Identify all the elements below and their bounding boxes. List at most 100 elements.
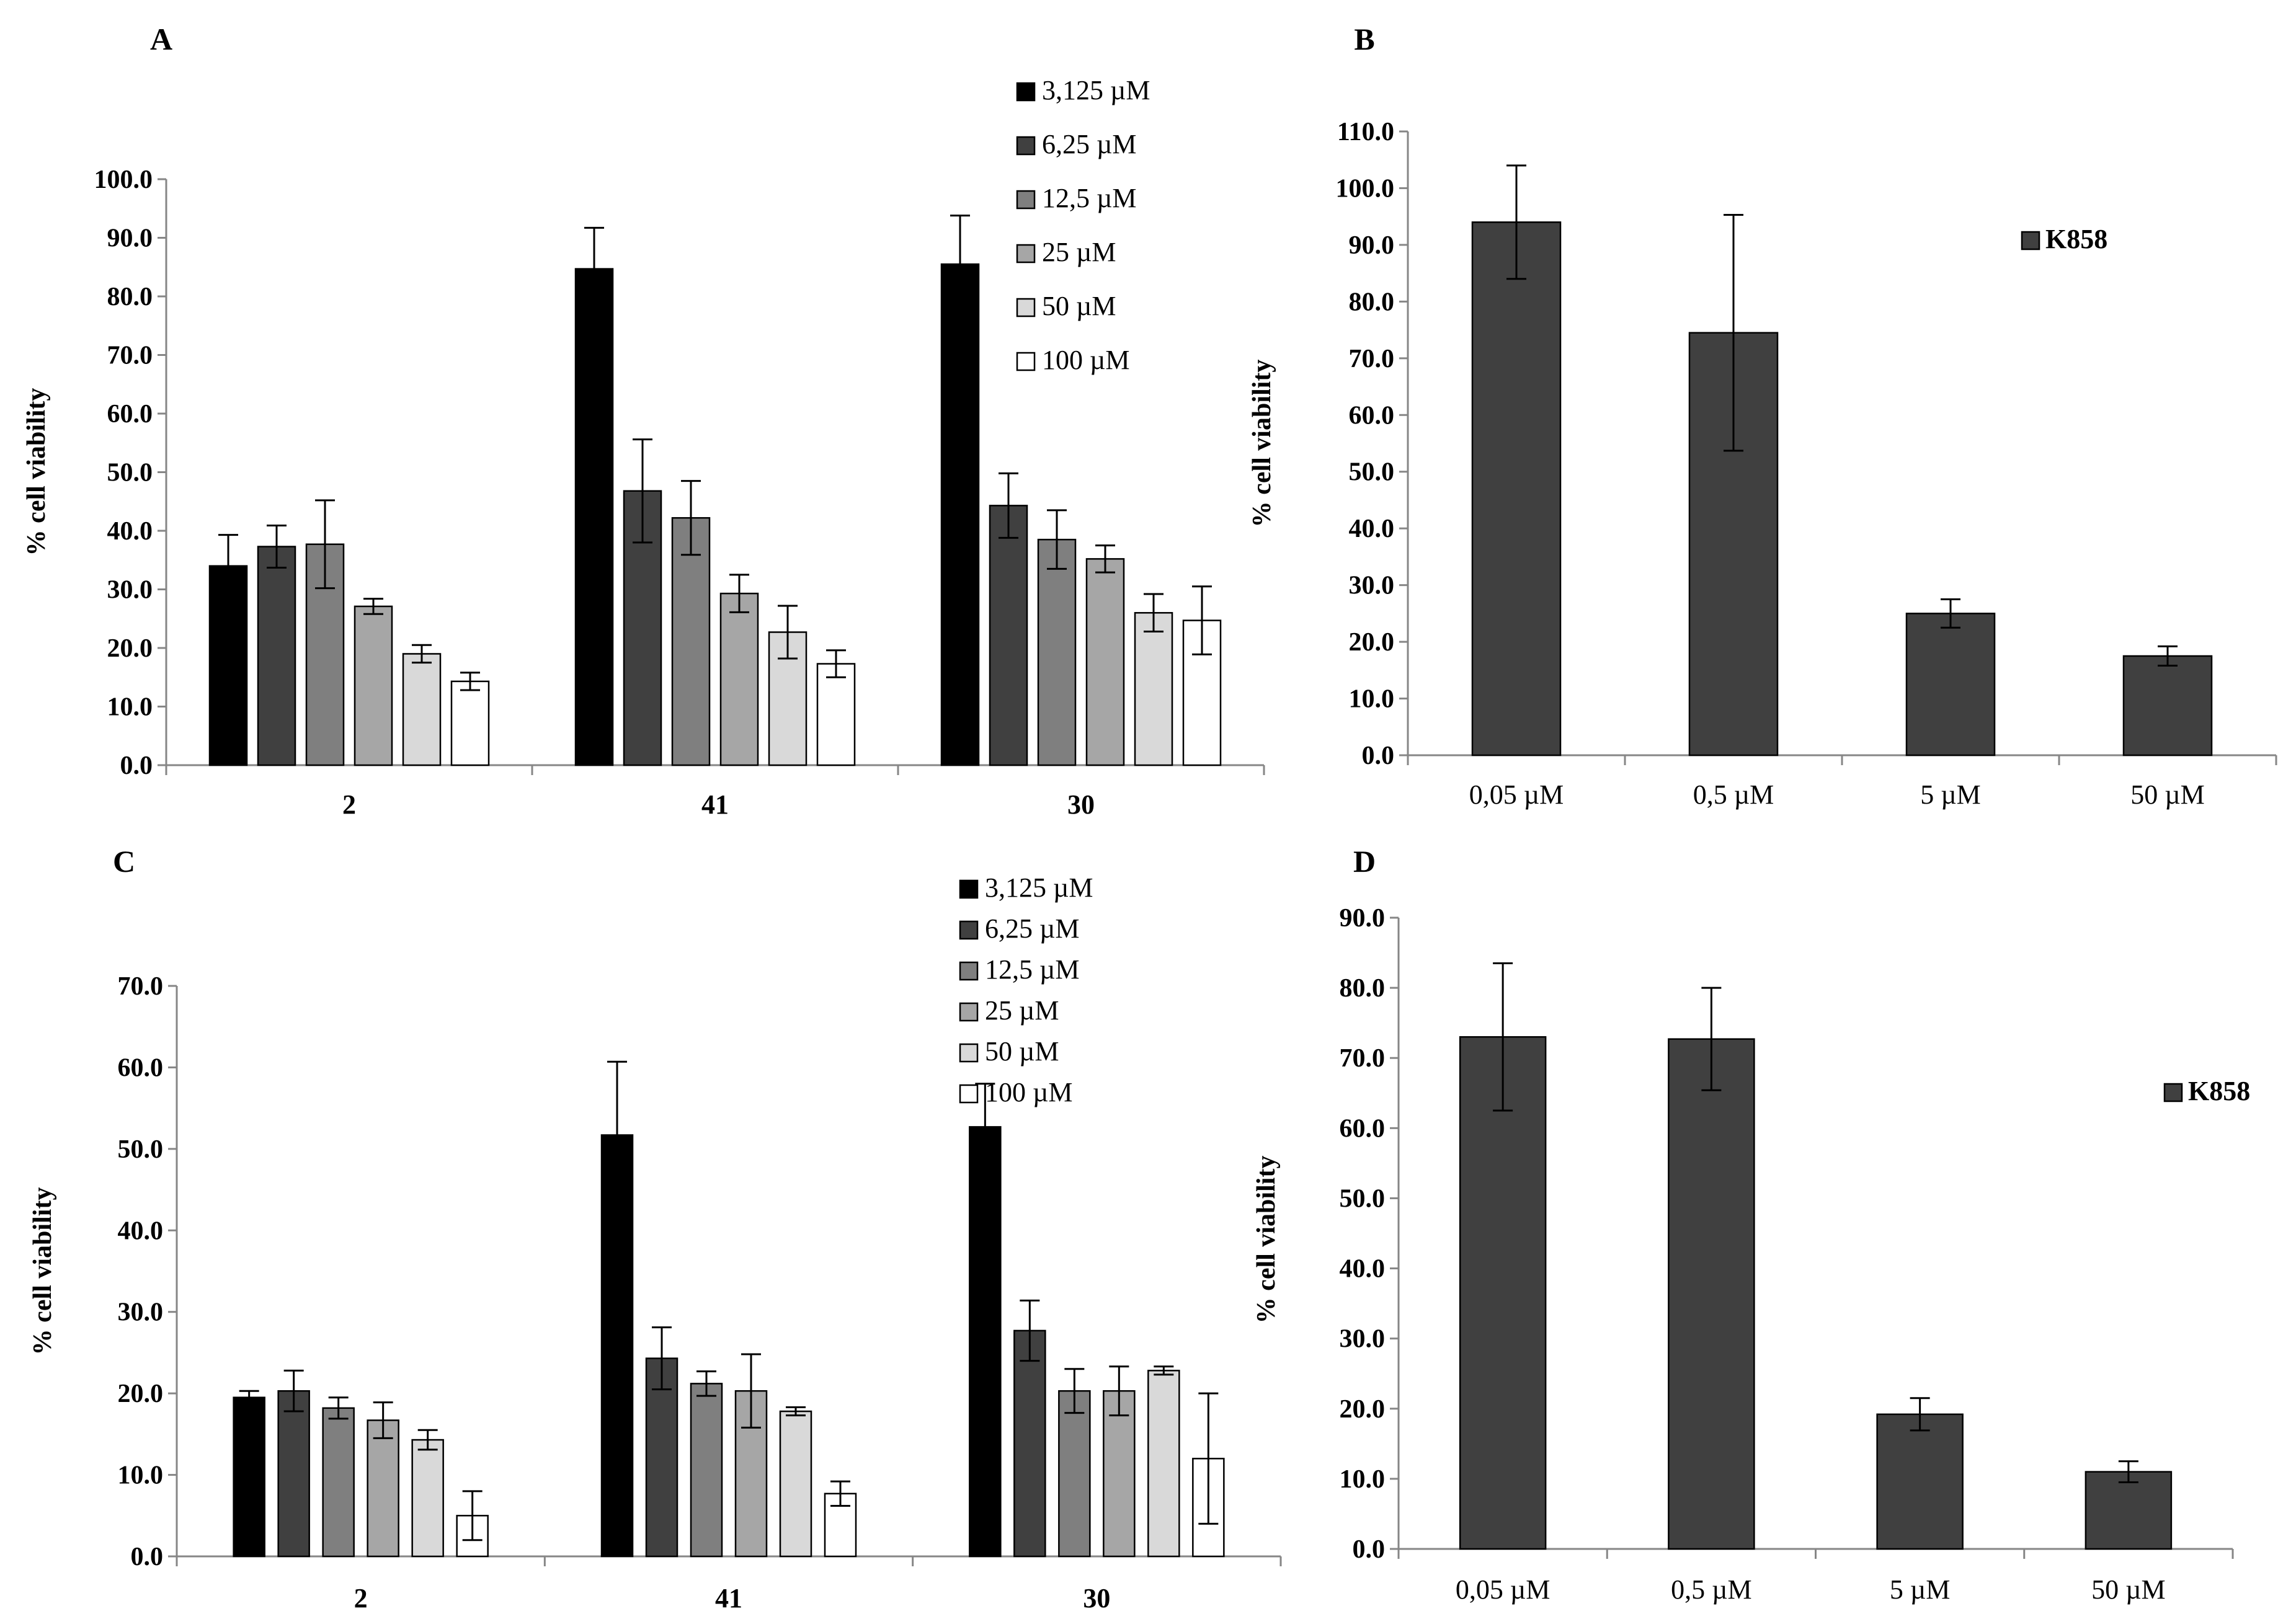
error-bar [328,1396,349,1420]
bar [1134,612,1173,766]
x-category-label: 50 µM [2091,1574,2165,1605]
bar [277,1390,310,1558]
x-category-label: 0,5 µM [1671,1574,1751,1605]
error-bar [1095,544,1115,574]
y-tick-label: 80.0 [1340,974,1386,1003]
y-tick-label: 90.0 [1340,904,1386,933]
error-bar [999,472,1018,539]
bar [671,517,711,766]
bar [354,605,393,766]
legend-label: K858 [2188,1076,2250,1106]
error-bar [267,524,287,569]
legend: 3,125 µM 6,25 µM 12,5 µM 25 µM 50 µM 100 µM [959,872,1093,1107]
y-tick-label: 30.0 [107,576,153,605]
legend-label: 25 µM [1042,237,1116,267]
bar [450,680,490,766]
y-tick-label: 0.0 [120,752,153,780]
bar [645,1357,679,1558]
y-tick-label: 50.0 [118,1135,164,1164]
y-tick-label: 30.0 [1340,1325,1386,1354]
bar [322,1407,355,1558]
legend-label: 100 µM [1042,345,1129,375]
legend-swatch [959,879,979,899]
error-bar [975,1083,995,1171]
y-tick-label: 20.0 [107,634,153,663]
error-bar [1109,1365,1129,1417]
legend-label: 6,25 µM [1042,129,1136,159]
bar [969,1126,1002,1558]
legend-swatch [1016,136,1036,156]
legend-swatch [1016,190,1036,210]
y-tick-label: 20.0 [118,1380,164,1408]
legend-swatch [959,920,979,940]
x-category-label: 5 µM [1920,779,1980,810]
bar [2085,1471,2173,1550]
y-tick-label: 40.0 [1340,1255,1386,1284]
panel-a: A % cell viability 0.0 10.0 20.0 30.0 40.0 50.0… [22,22,1265,820]
error-bar [417,1429,438,1451]
bar [779,1410,812,1558]
bar [2122,655,2213,756]
bar [233,1396,265,1558]
bar [1459,1036,1547,1550]
error-bar [778,605,798,660]
y-tick-label: 60.0 [1340,1114,1386,1143]
error-bar [1144,593,1164,633]
y-axis-label: % cell viability [1248,360,1276,528]
legend-swatch [2021,231,2040,251]
y-tick-label: 80.0 [107,283,153,311]
x-category-label: 0,05 µM [1456,1574,1550,1605]
error-bar [729,574,749,613]
error-bar [239,1390,259,1405]
y-tick-label: 110.0 [1337,118,1394,146]
legend-label: K858 [2045,224,2107,254]
y-tick-label: 10.0 [1349,685,1395,714]
bar [1037,538,1077,766]
y-tick-label: 60.0 [1349,401,1395,430]
y-tick-label: 30.0 [1349,572,1395,600]
y-axis-label: % cell viability [22,388,51,556]
error-bar [681,480,701,556]
bar [1668,1038,1755,1550]
legend: K858 [2163,1076,2250,1106]
bar [367,1419,399,1558]
legend-label: 3,125 µM [985,872,1093,903]
legend-swatch [2163,1083,2183,1102]
bar [402,653,442,766]
bar [1905,613,1996,756]
bar [1147,1370,1180,1558]
error-bar [741,1353,761,1429]
y-axis-label: % cell viability [29,1187,57,1355]
legend-swatch [959,1002,979,1022]
x-category-label: 50 µM [2130,779,2204,810]
error-bar [2118,1460,2138,1484]
error-bar [1064,1368,1085,1414]
legend-swatch [1016,82,1036,102]
legend-label: 50 µM [985,1036,1059,1067]
error-bar [607,1060,627,1210]
legend-swatch [959,961,979,981]
y-tick-label: 10.0 [1340,1465,1386,1494]
error-bar [584,226,604,311]
error-bar [2158,645,2178,667]
legend-label: 12,5 µM [985,954,1079,985]
y-tick-label: 100.0 [94,166,153,194]
error-bar [950,215,970,314]
bar [1876,1413,1964,1550]
legend-label: 3,125 µM [1042,75,1150,105]
bar [1085,558,1125,766]
x-category-label: 0,05 µM [1469,779,1564,810]
error-bar [363,598,383,615]
y-tick-label: 20.0 [1340,1395,1386,1424]
y-tick-label: 70.0 [1349,345,1395,373]
bar [816,663,856,766]
error-bar [1724,213,1743,452]
legend-swatch [959,1043,979,1063]
error-bar [652,1326,672,1391]
error-bar [412,644,432,664]
legend-label: 100 µM [985,1077,1072,1107]
x-category-label: 41 [701,789,729,820]
panel-letter: D [1353,844,1376,879]
y-tick-label: 90.0 [107,224,153,253]
